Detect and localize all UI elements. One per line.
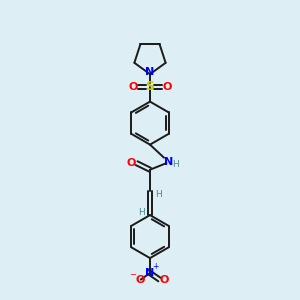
Text: O: O xyxy=(159,274,168,285)
Text: +: + xyxy=(152,262,159,271)
Text: O: O xyxy=(127,158,136,168)
Text: −: − xyxy=(129,270,136,279)
Text: H: H xyxy=(172,160,179,169)
Text: N: N xyxy=(146,268,154,278)
Text: O: O xyxy=(128,82,138,92)
Text: N: N xyxy=(164,157,173,167)
Text: H: H xyxy=(138,208,145,217)
Text: O: O xyxy=(162,82,172,92)
Text: N: N xyxy=(146,67,154,77)
Text: S: S xyxy=(146,80,154,93)
Text: O: O xyxy=(135,274,145,285)
Text: H: H xyxy=(155,190,162,199)
